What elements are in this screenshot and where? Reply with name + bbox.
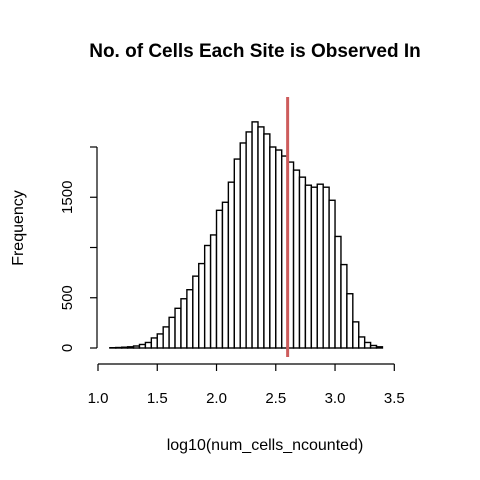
histogram-bar	[316, 183, 324, 349]
histogram-bar	[168, 316, 176, 349]
histogram-bar	[192, 275, 200, 349]
histogram-bar	[227, 181, 235, 349]
histogram-bar	[328, 199, 336, 349]
y-tick-label: 500	[59, 285, 76, 310]
x-tick-label: 1.5	[147, 390, 168, 407]
x-tick-label: 3.0	[325, 390, 346, 407]
histogram-bar	[369, 344, 378, 349]
histogram-bar	[156, 333, 164, 349]
histogram-bar	[269, 146, 277, 349]
histogram-bar	[363, 341, 372, 349]
histogram-bar	[115, 346, 123, 349]
x-axis-label: log10(num_cells_ncounted)	[167, 437, 364, 454]
histogram-bar	[209, 234, 218, 349]
histogram-bar	[322, 186, 330, 349]
histogram-bar	[186, 289, 194, 349]
histogram-bar	[334, 235, 342, 349]
y-tick-label: 1500	[59, 181, 76, 214]
histogram-bar	[215, 209, 224, 349]
histogram-bar	[310, 186, 318, 349]
x-tick-label: 2.0	[206, 390, 227, 407]
histogram-bar	[245, 131, 253, 349]
histogram-bar	[144, 341, 153, 349]
histogram-bar	[304, 184, 313, 349]
chart-title: No. of Cells Each Site is Observed In	[89, 41, 421, 62]
histogram-bar	[352, 321, 360, 349]
y-axis-label: Frequency	[10, 190, 27, 266]
x-tick-label: 3.5	[384, 390, 405, 407]
histogram-bar	[239, 142, 247, 349]
histogram-bar	[375, 346, 384, 349]
histogram-bar	[233, 158, 241, 349]
histogram-bar	[174, 307, 182, 349]
histogram-bars	[109, 121, 384, 349]
histogram-bar	[138, 343, 147, 349]
histogram-bar	[263, 133, 271, 349]
histogram-bar	[221, 201, 230, 349]
histogram-bar	[198, 262, 206, 349]
histogram-bar	[126, 346, 135, 349]
histogram-bar	[292, 169, 301, 349]
histogram-bar	[180, 298, 188, 349]
histogram-bar	[203, 244, 212, 349]
histogram-bar	[298, 176, 307, 349]
x-tick-label: 2.5	[265, 390, 286, 407]
histogram-bar	[257, 126, 265, 349]
histogram-bar	[162, 326, 170, 349]
histogram-bar	[251, 121, 259, 349]
histogram-bar	[121, 346, 129, 349]
histogram-bar	[340, 263, 348, 349]
histogram-bar	[346, 293, 354, 349]
histogram-bar	[275, 149, 283, 349]
histogram-bar	[358, 336, 366, 349]
histogram-bar	[132, 345, 141, 349]
x-axis: 1.0 1.5 2.0 2.5 3.0 3.5	[88, 363, 405, 407]
y-tick-label: 0	[59, 344, 76, 352]
x-tick-label: 1.0	[88, 390, 109, 407]
y-axis: 0 500 1500	[59, 146, 98, 352]
histogram-bar	[150, 337, 158, 349]
